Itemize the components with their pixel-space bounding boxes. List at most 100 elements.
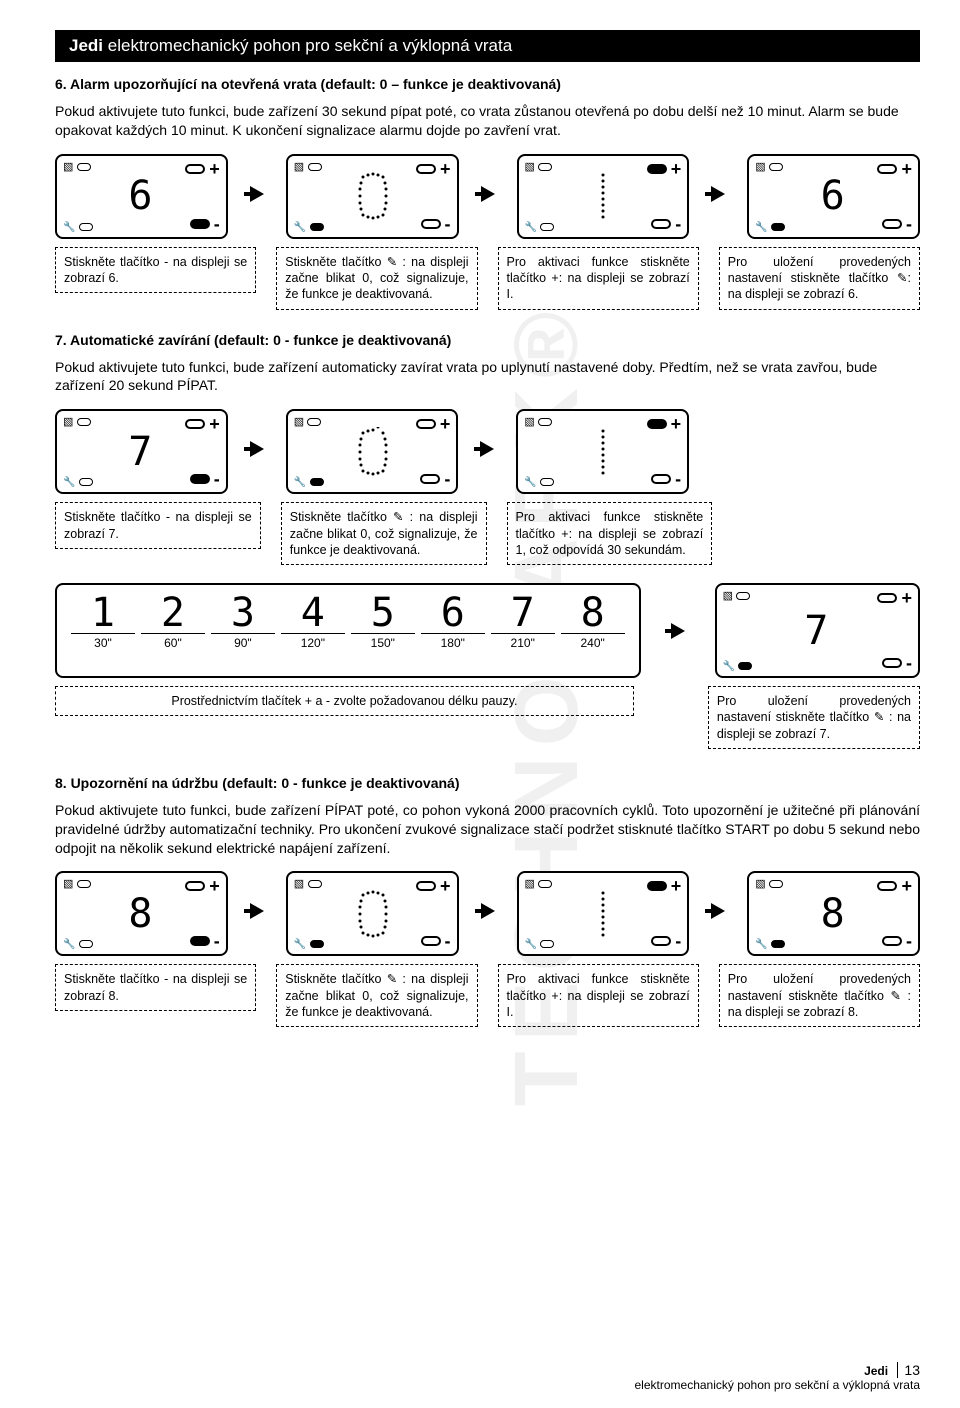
wrench-icon bbox=[723, 659, 753, 672]
caption-box: Stiskněte tlačítko - na displeji se zobr… bbox=[55, 964, 256, 1011]
remote-icon bbox=[525, 877, 553, 890]
display-panel: + - 7 bbox=[715, 583, 920, 678]
timing-cell: 8240" bbox=[561, 593, 625, 650]
display-panel: + - bbox=[286, 154, 459, 239]
remote-icon bbox=[755, 877, 783, 890]
page-number: 13 bbox=[897, 1362, 920, 1378]
display-digit-blinking bbox=[586, 171, 620, 221]
minus-button[interactable]: - bbox=[882, 215, 912, 233]
display-digit: 7 bbox=[804, 608, 830, 654]
display-digit: 8 bbox=[128, 891, 154, 937]
remote-icon bbox=[723, 589, 751, 602]
display-panel: + - bbox=[517, 154, 690, 239]
remote-icon bbox=[294, 415, 322, 428]
display-digit: 8 bbox=[821, 891, 847, 937]
display-digit-blinking bbox=[586, 889, 620, 939]
wrench-icon bbox=[63, 220, 93, 233]
minus-button[interactable]: - bbox=[421, 215, 451, 233]
arrow-icon bbox=[479, 154, 497, 234]
plus-button[interactable]: + bbox=[647, 877, 682, 895]
wrench-icon bbox=[294, 937, 324, 950]
arrow-icon bbox=[709, 871, 727, 951]
timing-cell: 4120" bbox=[281, 593, 345, 650]
display-panel: + - 8 bbox=[747, 871, 920, 956]
footer-title: Jedi bbox=[864, 1364, 888, 1378]
title-bold: Jedi bbox=[69, 36, 103, 55]
minus-button[interactable]: - bbox=[190, 470, 220, 488]
minus-button[interactable]: - bbox=[882, 932, 912, 950]
title-bar: Jedi elektromechanický pohon pro sekční … bbox=[55, 30, 920, 62]
wrench-icon bbox=[755, 220, 785, 233]
section6-heading: 6. Alarm upozorňující na otevřená vrata … bbox=[55, 76, 920, 92]
plus-button[interactable]: + bbox=[877, 160, 912, 178]
remote-icon bbox=[294, 877, 322, 890]
display-digit-blinking bbox=[355, 427, 389, 477]
remote-icon bbox=[294, 160, 322, 173]
display-panel: + - bbox=[286, 871, 459, 956]
display-panel: + - bbox=[517, 871, 690, 956]
wrench-icon bbox=[294, 475, 324, 488]
wrench-icon bbox=[63, 475, 93, 488]
section8-captions: Stiskněte tlačítko - na displeji se zobr… bbox=[55, 964, 920, 1027]
minus-button[interactable]: - bbox=[190, 932, 220, 950]
wrench-icon bbox=[525, 220, 555, 233]
wrench-icon bbox=[755, 937, 785, 950]
timing-cell: 7210" bbox=[491, 593, 555, 650]
plus-button[interactable]: + bbox=[416, 877, 451, 895]
caption-box: Stiskněte tlačítko ✎ : na displeji začne… bbox=[276, 964, 477, 1027]
plus-button[interactable]: + bbox=[877, 589, 912, 607]
section7-captions2: Prostřednictvím tlačítek + a - zvolte po… bbox=[55, 686, 920, 749]
section8-displays: + - 8 + - + - + - 8 bbox=[55, 871, 920, 956]
section6-displays: + - 6 + - + - + - 6 bbox=[55, 154, 920, 239]
wrench-icon bbox=[525, 937, 555, 950]
caption-box: Pro uložení provedených nastavení stiskn… bbox=[708, 686, 920, 749]
plus-button[interactable]: + bbox=[647, 415, 682, 433]
section6-captions: Stiskněte tlačítko - na displeji se zobr… bbox=[55, 247, 920, 310]
remote-icon bbox=[524, 415, 552, 428]
section7-captions: Stiskněte tlačítko - na displeji se zobr… bbox=[55, 502, 920, 565]
display-digit-blinking bbox=[355, 889, 389, 939]
display-digit: 6 bbox=[821, 173, 847, 219]
caption-box: Pro aktivaci funkce stiskněte tlačítko +… bbox=[498, 247, 699, 310]
arrow-icon bbox=[709, 154, 727, 234]
display-panel: + - 6 bbox=[55, 154, 228, 239]
caption-box: Pro uložení provedených nastavení stiskn… bbox=[719, 964, 920, 1027]
arrow-icon bbox=[479, 871, 497, 951]
remote-icon bbox=[63, 415, 91, 428]
minus-button[interactable]: - bbox=[882, 654, 912, 672]
section7-displays: + - 7 + - + - bbox=[55, 409, 920, 494]
remote-icon bbox=[525, 160, 553, 173]
caption-box: Stiskněte tlačítko ✎ : na displeji začne… bbox=[276, 247, 477, 310]
wrench-icon bbox=[63, 937, 93, 950]
plus-button[interactable]: + bbox=[647, 160, 682, 178]
display-panel: + - 8 bbox=[55, 871, 228, 956]
caption-box: Stiskněte tlačítko ✎ : na displeji začne… bbox=[281, 502, 487, 565]
plus-button[interactable]: + bbox=[877, 877, 912, 895]
plus-button[interactable]: + bbox=[185, 415, 220, 433]
remote-icon bbox=[63, 877, 91, 890]
minus-button[interactable]: - bbox=[651, 470, 681, 488]
minus-button[interactable]: - bbox=[190, 215, 220, 233]
display-panel: + - bbox=[286, 409, 459, 494]
plus-button[interactable]: + bbox=[185, 877, 220, 895]
section7-timing-row: 130" 260" 390" 4120" 5150" 6180" 7210" 8… bbox=[55, 583, 920, 678]
plus-button[interactable]: + bbox=[416, 415, 451, 433]
arrow-icon bbox=[478, 409, 496, 489]
timing-cell: 390" bbox=[211, 593, 275, 650]
display-digit-blinking bbox=[355, 171, 389, 221]
section6-body: Pokud aktivujete tuto funkci, bude zaříz… bbox=[55, 102, 920, 140]
display-digit-blinking bbox=[586, 427, 620, 477]
timing-display: 130" 260" 390" 4120" 5150" 6180" 7210" 8… bbox=[55, 583, 641, 678]
plus-button[interactable]: + bbox=[185, 160, 220, 178]
section8-body: Pokud aktivujete tuto funkci, bude zaříz… bbox=[55, 801, 920, 858]
display-panel: + - bbox=[516, 409, 689, 494]
arrow-icon bbox=[248, 871, 266, 951]
minus-button[interactable]: - bbox=[651, 215, 681, 233]
plus-button[interactable]: + bbox=[416, 160, 451, 178]
section7-body: Pokud aktivujete tuto funkci, bude zaříz… bbox=[55, 358, 920, 396]
minus-button[interactable]: - bbox=[421, 932, 451, 950]
footer: Jedi 13 elektromechanický pohon pro sekč… bbox=[635, 1362, 921, 1392]
minus-button[interactable]: - bbox=[420, 470, 450, 488]
minus-button[interactable]: - bbox=[651, 932, 681, 950]
timing-cell: 260" bbox=[141, 593, 205, 650]
